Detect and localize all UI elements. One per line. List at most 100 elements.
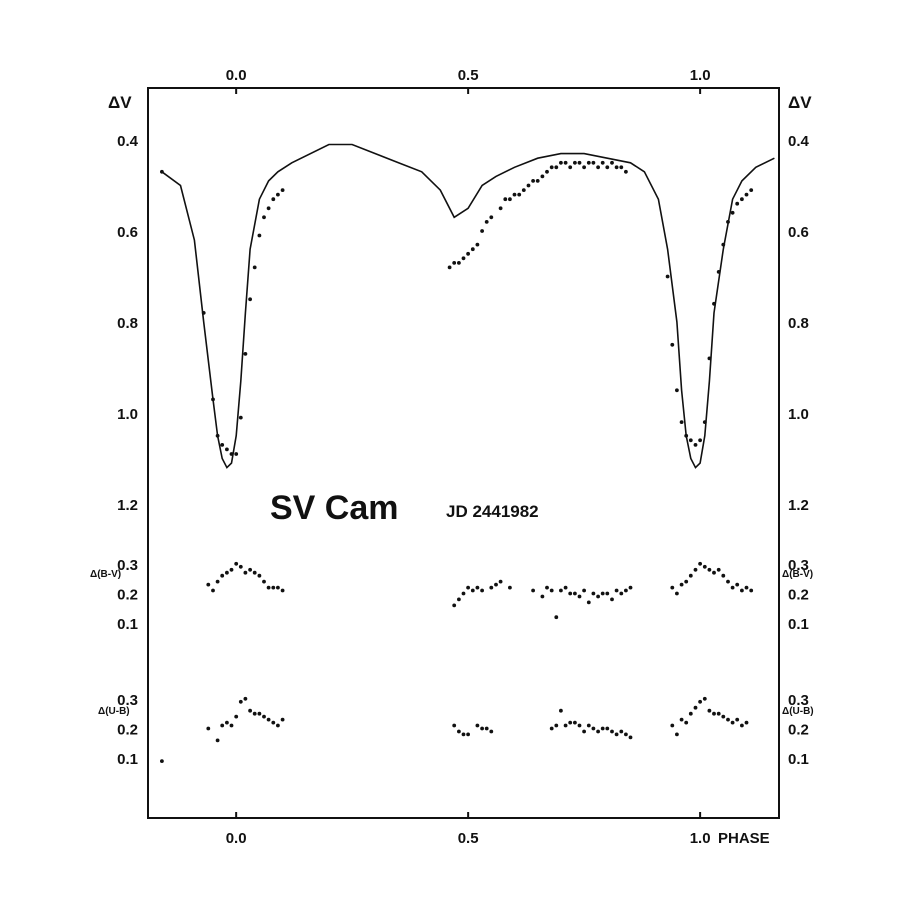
dv-data-point xyxy=(596,165,600,170)
ub-right-tick-label: 0.2 xyxy=(788,722,809,739)
dv-right-tick-label: 1.0 xyxy=(788,406,809,423)
ub-data-point xyxy=(457,729,461,734)
dv-data-point xyxy=(248,297,253,302)
bv-data-point xyxy=(688,573,693,578)
bv-data-point xyxy=(582,588,586,593)
bv-data-point xyxy=(206,582,211,587)
dv-data-point xyxy=(749,188,754,193)
bv-data-point xyxy=(716,567,721,572)
dv-right-tick-label: 0.4 xyxy=(788,133,810,150)
ub-data-point xyxy=(591,726,596,731)
dv-data-point xyxy=(461,256,466,261)
bv-data-point xyxy=(280,588,285,593)
dv-data-point xyxy=(234,452,239,456)
top-tick-label: 0.0 xyxy=(226,67,247,84)
ub-data-point xyxy=(573,720,577,725)
bottom-phase-ticks: 0.0 0.5 1.0 xyxy=(226,812,711,847)
dv-data-point xyxy=(201,311,206,315)
dv-data-point xyxy=(582,165,586,170)
dv-left-tick-label: 0.8 xyxy=(117,315,138,332)
bv-axis-label-right: Δ(B-V) xyxy=(782,569,813,580)
bv-data-point xyxy=(684,579,689,584)
dv-data-point xyxy=(619,165,624,170)
ub-data-point xyxy=(554,723,559,728)
dv-axis-label-right: ΔV xyxy=(788,93,812,112)
ub-data-point xyxy=(698,699,702,704)
ub-data-point xyxy=(600,726,605,731)
bv-left-tick-label: 0.3 xyxy=(117,557,138,574)
dv-data-point xyxy=(503,197,508,202)
ub-data-point xyxy=(563,723,568,728)
ub-data-point xyxy=(707,708,712,713)
dv-data-point xyxy=(559,160,563,165)
ub-data-point xyxy=(489,729,494,734)
bv-data-point xyxy=(614,588,619,593)
dv-data-point xyxy=(614,165,619,170)
ub-data-point xyxy=(610,729,614,734)
bv-left-tick-label: 0.1 xyxy=(117,616,138,633)
dv-data-point xyxy=(591,160,596,165)
dv-data-point xyxy=(670,342,675,347)
dv-data-point xyxy=(531,179,535,183)
x-axis-label: PHASE xyxy=(718,830,770,847)
dv-data-point xyxy=(457,261,461,265)
bv-data-point xyxy=(549,588,554,593)
ub-data-point xyxy=(688,711,693,716)
dv-data-point xyxy=(276,192,280,197)
dv-left-tick-label: 1.2 xyxy=(117,497,138,514)
ub-data-point xyxy=(726,717,730,722)
ub-data-point xyxy=(248,708,253,713)
ub-data-point xyxy=(262,714,266,719)
bv-data-point xyxy=(749,588,754,593)
dv-data-point xyxy=(262,215,266,220)
bv-data-point xyxy=(461,591,466,596)
bv-data-point xyxy=(624,588,628,593)
bv-data-point xyxy=(457,597,461,602)
dv-data-point xyxy=(521,188,526,193)
bv-data-point xyxy=(679,582,684,587)
ub-data-point xyxy=(693,705,698,710)
bv-data-point xyxy=(498,579,503,584)
bv-data-point xyxy=(730,585,735,590)
bv-data-point xyxy=(211,588,215,593)
bv-data-point xyxy=(735,582,740,587)
bv-data-point xyxy=(257,573,262,578)
bottom-tick-label: 1.0 xyxy=(690,830,711,847)
ub-data-point xyxy=(730,720,735,725)
bv-data-point xyxy=(531,588,535,593)
dv-data-point xyxy=(489,215,494,220)
ub-data-point xyxy=(712,711,716,716)
bv-data-point xyxy=(466,585,470,590)
bv-data-point xyxy=(670,585,675,590)
ub-data-point xyxy=(484,726,489,731)
bv-left-tick-label: 0.2 xyxy=(117,587,138,604)
ub-data-point xyxy=(480,726,484,731)
bv-data-point xyxy=(234,561,239,566)
bv-data-point xyxy=(563,585,568,590)
dv-data-point xyxy=(712,301,716,306)
ub-data-point xyxy=(257,711,262,716)
bv-right-tick-label: 0.2 xyxy=(788,587,809,604)
ub-data-point xyxy=(675,732,679,737)
ub-data-point xyxy=(679,717,684,722)
bv-data-point xyxy=(721,573,726,578)
bv-data-point xyxy=(628,585,633,590)
ub-axis-label-left: Δ(U-B) xyxy=(98,706,130,717)
dv-data-point xyxy=(526,183,531,188)
bv-data-point xyxy=(698,561,702,566)
bv-data-point xyxy=(726,579,730,584)
ub-data-point xyxy=(582,729,586,734)
dv-left-tick-label: 0.6 xyxy=(117,224,138,241)
bv-data-point xyxy=(675,591,679,596)
dv-data-point xyxy=(698,438,702,443)
bv-data-point xyxy=(262,579,266,584)
dv-data-point xyxy=(229,452,234,456)
right-y-ticks: 0.4 0.6 0.8 1.0 1.2 0.3 0.2 0.1 0.3 0.2 0.1 xyxy=(788,133,810,768)
bv-data-point xyxy=(610,597,614,602)
ub-data-point xyxy=(234,714,239,719)
ub-left-tick-label: 0.1 xyxy=(117,751,138,768)
dv-data-point xyxy=(610,160,614,165)
dv-data-point xyxy=(160,169,164,174)
dv-right-tick-label: 0.6 xyxy=(788,224,809,241)
